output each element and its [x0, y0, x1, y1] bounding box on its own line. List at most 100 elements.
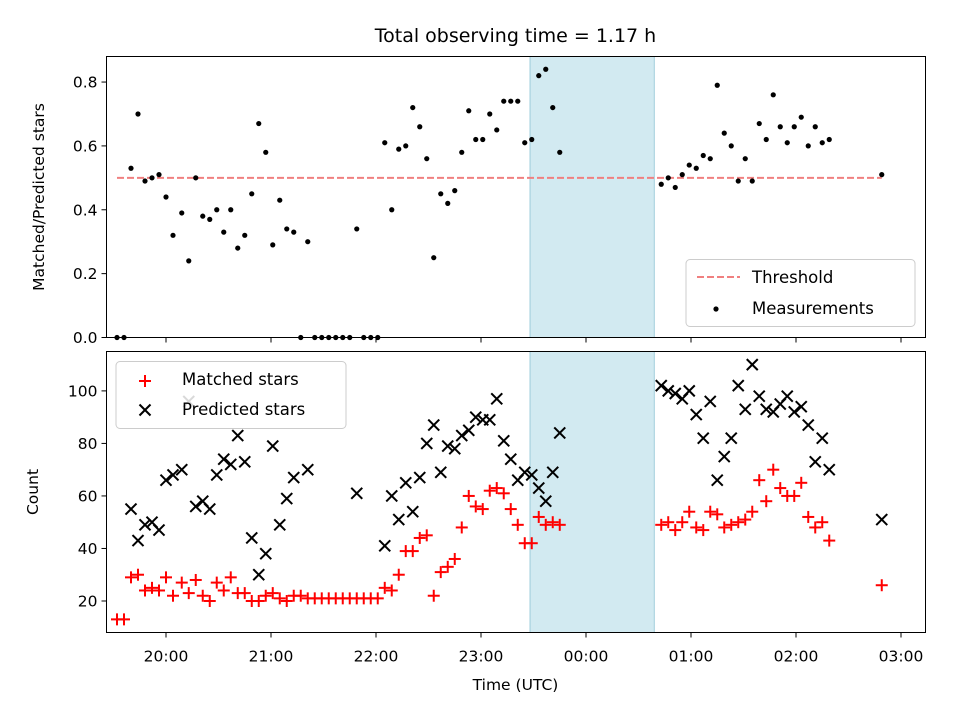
predicted-star-point [525, 468, 538, 482]
predicted-star-point [152, 523, 166, 537]
matched-star-point [697, 524, 710, 537]
measurement-point [170, 232, 176, 238]
matched-star-point [676, 516, 689, 529]
matched-star-point [711, 508, 724, 521]
legend-label-threshold: Threshold [751, 268, 833, 287]
matched-star-point [875, 579, 888, 592]
predicted-star-point [497, 434, 510, 447]
matched-star-point [525, 537, 538, 550]
matched-star-point [511, 518, 524, 531]
ratio-y-tick-label: 0.2 [73, 265, 98, 283]
predicted-star-point [217, 452, 230, 466]
predicted-star-point [350, 487, 363, 500]
ratio-y-tick-label: 0.4 [73, 201, 98, 219]
predicted-star-point [131, 534, 145, 547]
measurement-point [228, 207, 234, 213]
predicted-star-point [159, 473, 173, 487]
count-plot-frame [106, 351, 926, 633]
measurement-point [221, 229, 227, 235]
measurement-point [354, 226, 360, 232]
ratio-y-tick-label: 0.8 [73, 74, 98, 92]
predicted-star-point [518, 466, 531, 479]
measurement-point [382, 140, 388, 146]
measurement-point [163, 194, 169, 200]
matched-star-point [139, 584, 151, 597]
predicted-star-point [781, 389, 794, 403]
measurement-point [791, 124, 797, 130]
predicted-star-point [273, 518, 286, 532]
predicted-star-point [490, 392, 503, 405]
measurement-point [756, 120, 762, 127]
predicted-star-point [189, 500, 202, 513]
measurement-point [679, 172, 685, 178]
predicted-star-point [399, 476, 412, 490]
predicted-star-point [441, 439, 454, 453]
measurement-point [742, 156, 748, 162]
matched-star-point [732, 516, 745, 529]
count-y-tick-label: 80 [78, 435, 98, 453]
predicted-star-point [546, 466, 559, 479]
predicted-star-point [469, 410, 482, 424]
predicted-star-point [704, 395, 717, 408]
matched-star-point [795, 476, 808, 489]
measurement-legend-swatch [713, 306, 719, 312]
predicted-star-point [462, 424, 475, 437]
measurement-point [193, 175, 199, 181]
measurement-point [721, 130, 727, 136]
predicted-star-point [718, 450, 731, 463]
matched-star-point [441, 560, 454, 573]
predicted-star-point [203, 502, 216, 516]
measurement-point [179, 210, 185, 216]
measurement-point [410, 104, 416, 111]
predicted-star-point [252, 568, 265, 581]
measurement-point [242, 232, 248, 238]
matched-star-point [378, 581, 391, 594]
matched-star-point [210, 576, 223, 589]
predicted-star-point [231, 429, 244, 442]
predicted-star-point [301, 463, 314, 476]
matched-star-point [718, 521, 731, 534]
matched-star-point [683, 505, 696, 518]
measurement-point [214, 207, 220, 213]
matched-star-point [704, 505, 717, 518]
predicted-star-point [238, 455, 251, 469]
ratio-panel: 0.00.20.40.60.8 Matched/Predicted stars … [30, 56, 926, 347]
ratio-y-tick-label: 0.0 [73, 329, 98, 347]
predicted-star-point [683, 384, 696, 398]
x-tick-label: 03:00 [879, 648, 924, 666]
measurement-point [459, 149, 465, 155]
predicted-star-point [788, 405, 801, 419]
measurement-point [417, 124, 423, 130]
x-tick-label: 01:00 [669, 648, 714, 666]
measurement-point [543, 66, 549, 72]
count-y-tick-label: 100 [68, 382, 98, 400]
predicted-star-point [539, 494, 552, 508]
measurement-point [403, 143, 409, 149]
predicted-star-point [760, 403, 773, 416]
measurement-point [249, 191, 255, 197]
matched-star-point [774, 482, 787, 495]
matched-star-point [462, 489, 475, 502]
matched-star-point [504, 503, 517, 516]
measurement-point [672, 184, 678, 191]
measurement-point [784, 140, 790, 146]
matched-star-point [767, 463, 780, 476]
matched-star-point [448, 552, 461, 565]
matched-star-point [224, 571, 237, 584]
predicted-star-point [245, 531, 258, 545]
measurement-point [256, 120, 262, 127]
measurement-point [494, 127, 500, 133]
matched-star-point [539, 518, 552, 531]
ratio-legend: Threshold Measurements [685, 259, 916, 327]
predicted-star-point [434, 466, 447, 479]
matched-star-point [406, 545, 419, 558]
predicted-star-point [655, 379, 668, 392]
predicted-star-point [553, 426, 566, 440]
matched-star-point [392, 568, 405, 581]
matched-star-point [217, 584, 230, 597]
matched-star-point [809, 521, 822, 534]
matched-star-point [483, 484, 496, 497]
predicted-star-point [280, 492, 293, 505]
matched-star-point [189, 573, 202, 586]
predicted-star-point [259, 547, 272, 560]
